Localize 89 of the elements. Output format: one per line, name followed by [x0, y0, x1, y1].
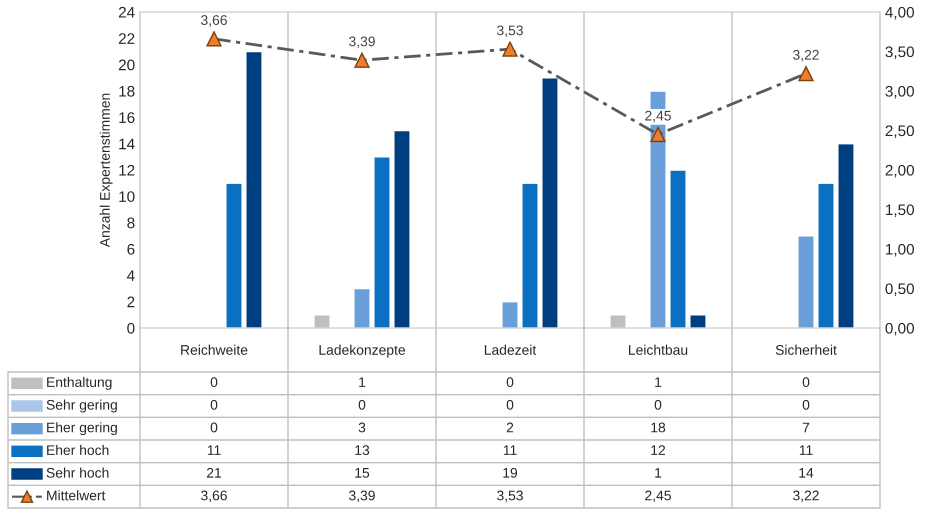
y2-tick-label: 3,00 — [885, 86, 914, 98]
y-tick-label: 22 — [118, 33, 134, 44]
bar — [245, 50, 263, 328]
data-label: 2 — [506, 422, 514, 432]
bar — [373, 156, 391, 328]
y2-tick-label: 4,00 — [885, 6, 914, 20]
data-label: 18 — [651, 422, 666, 432]
data-label: 1 — [655, 468, 662, 478]
y-tick-label: 6 — [127, 244, 134, 255]
y-tick-label: 4 — [126, 270, 135, 281]
point — [502, 41, 518, 57]
y-tick-label: 12 — [119, 164, 134, 176]
data-label: 21 — [206, 468, 222, 478]
data-label: 0 — [802, 400, 810, 410]
bar — [393, 130, 411, 328]
legend-label: Enthaltung — [47, 376, 112, 390]
x-tick-label: Reichweite — [181, 344, 248, 355]
y2-tick-label: 2,00 — [886, 164, 914, 178]
bar — [541, 77, 559, 328]
data-label: 12 — [651, 445, 666, 455]
data-label: 3,53 — [497, 490, 523, 502]
data-label: 1 — [655, 377, 662, 387]
data-label: 11 — [208, 445, 221, 455]
data-label: 15 — [355, 468, 370, 478]
bar — [609, 314, 627, 328]
bar — [797, 235, 815, 328]
bar — [521, 182, 539, 328]
data-label: 11 — [800, 445, 813, 455]
data-label: 0 — [802, 377, 810, 388]
y-tick-label: 24 — [118, 6, 135, 18]
y2-tick-label: 0,50 — [885, 283, 914, 296]
data-label: 0 — [358, 400, 366, 410]
y-tick-label: 20 — [118, 60, 135, 70]
y2-tick-label: 2,50 — [886, 125, 914, 138]
bar — [689, 314, 707, 328]
y-axis-title: Anzahl Expertenstimmen — [100, 94, 113, 248]
x-tick-label: Ladekonzepte — [320, 344, 406, 358]
y-tick-label: 18 — [119, 86, 134, 97]
legend-label: Eher hoch — [47, 444, 108, 456]
bar — [669, 169, 687, 328]
point — [650, 126, 666, 142]
data-label: 13 — [355, 445, 370, 456]
y-tick-label: 8 — [127, 218, 134, 228]
data-label: 11 — [504, 445, 517, 455]
text: 3,53 — [497, 25, 523, 37]
y2-tick-label: 0,00 — [885, 322, 914, 336]
bar — [353, 288, 371, 328]
y2-tick-label: 1,50 — [886, 204, 914, 217]
data-label: 19 — [503, 468, 518, 478]
data-label: 3,39 — [349, 490, 375, 502]
text: 3,22 — [793, 50, 819, 62]
bar — [313, 314, 331, 328]
data-label: 0 — [210, 422, 218, 432]
data-label: 0 — [654, 400, 662, 410]
data-label: 1 — [359, 377, 366, 387]
legend-label: Mittelwert — [47, 490, 106, 500]
data-label: 0 — [506, 377, 514, 388]
y-tick-label: 16 — [119, 112, 134, 124]
text: 3,39 — [349, 36, 375, 48]
legend-label: Sehr hoch — [46, 468, 108, 478]
text: 2,45 — [645, 110, 671, 122]
data-label: 2,45 — [645, 490, 671, 502]
data-label: 0 — [210, 377, 218, 388]
data-label: 3,66 — [201, 490, 227, 502]
data-label: 0 — [506, 400, 514, 410]
data-label: 3 — [358, 422, 366, 432]
data-label: 7 — [802, 422, 810, 432]
data-label: 0 — [210, 400, 218, 410]
point — [206, 31, 222, 46]
legend-label: Sehr gering — [46, 400, 117, 412]
bar — [225, 182, 243, 328]
y-tick-label: 10 — [119, 191, 135, 202]
y-tick-label: 2 — [127, 296, 134, 308]
point — [798, 66, 814, 82]
point — [354, 52, 370, 68]
y-tick-label: 14 — [119, 138, 135, 150]
x-tick-label: Sicherheit — [776, 344, 837, 355]
bar — [837, 142, 855, 328]
y-tick-label: 0 — [127, 322, 135, 334]
text: 3,66 — [201, 15, 227, 27]
data-label: 3,22 — [793, 490, 819, 502]
bar — [817, 182, 835, 328]
x-tick-label: Ladezeit — [484, 344, 536, 355]
data-label: 14 — [799, 468, 814, 478]
legend-label: Eher gering — [47, 422, 117, 436]
y2-tick-label: 3,50 — [885, 46, 914, 59]
y2-tick-label: 1,00 — [886, 244, 914, 256]
bar — [501, 300, 519, 328]
x-tick-label: Leichtbau — [629, 344, 688, 355]
